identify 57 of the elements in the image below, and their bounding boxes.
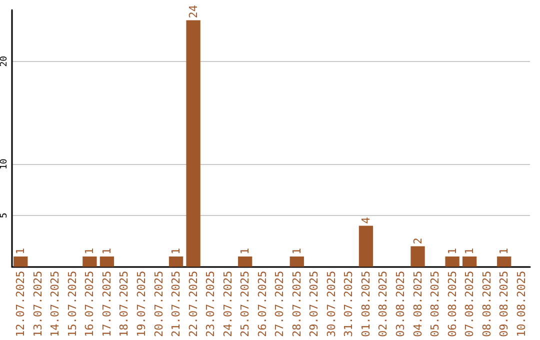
x-tick-label: 14.07.2025 (48, 270, 62, 338)
x-tick-label: 02.08.2025 (376, 270, 390, 338)
bar (14, 256, 28, 267)
data-label: 1 (83, 248, 96, 255)
x-tick-label: 29.07.2025 (308, 270, 321, 338)
x-tick-label: 31.07.2025 (342, 270, 356, 338)
bar (238, 256, 252, 267)
data-label: 24 (186, 4, 200, 18)
bar (186, 20, 200, 267)
x-tick-label: 21.07.2025 (170, 270, 183, 338)
data-label: 4 (359, 216, 372, 224)
x-tick-label: 04.08.2025 (411, 270, 424, 338)
bar (497, 256, 512, 267)
x-tick-label: 05.08.2025 (428, 270, 442, 338)
y-tick-label: 5 (0, 212, 10, 218)
x-tick-label: 01.08.2025 (359, 270, 372, 338)
x-tick-label: 08.08.2025 (480, 270, 494, 338)
x-tick-label: 12.07.2025 (14, 270, 28, 338)
x-tick-label: 30.07.2025 (324, 270, 338, 338)
x-tick-label: 17.07.2025 (100, 270, 114, 338)
data-label: 1 (100, 248, 114, 255)
bar (410, 246, 425, 267)
x-tick-label: 07.08.2025 (463, 270, 476, 338)
bar (168, 256, 184, 267)
data-label: 1 (170, 248, 183, 255)
bar (445, 256, 460, 267)
x-tick-label: 25.07.2025 (238, 270, 252, 338)
y-tick-label: 10 (0, 158, 10, 170)
x-tick-label: 23.07.2025 (204, 270, 218, 338)
x-tick-label: 16.07.2025 (83, 270, 96, 338)
data-label: 1 (446, 248, 459, 255)
x-tick-label: 09.08.2025 (498, 270, 511, 338)
x-tick-label: 06.08.2025 (446, 270, 459, 338)
x-tick-label: 27.07.2025 (273, 270, 286, 338)
bar (358, 226, 374, 267)
data-label: 2 (411, 238, 424, 244)
bar (82, 256, 97, 267)
x-tick-label: 10.08.2025 (514, 270, 528, 338)
x-tick-label: 13.07.2025 (31, 270, 44, 338)
bar (100, 256, 114, 267)
x-tick-label: 15.07.2025 (66, 270, 79, 338)
bar (462, 256, 477, 267)
data-label: 1 (14, 248, 28, 255)
x-tick-label: 19.07.2025 (135, 270, 148, 338)
y-tick-label: 20 (0, 56, 10, 67)
x-tick-label: 03.08.2025 (394, 270, 407, 338)
data-label: 1 (463, 248, 476, 255)
data-label: 1 (290, 248, 304, 255)
data-label: 1 (498, 248, 511, 255)
x-tick-label: 20.07.2025 (152, 270, 166, 338)
x-tick-label: 22.07.2025 (186, 270, 200, 338)
data-label: 1 (238, 248, 252, 255)
bar (290, 256, 304, 267)
x-tick-label: 18.07.2025 (118, 270, 131, 338)
x-tick-label: 24.07.2025 (221, 270, 234, 338)
x-tick-label: 26.07.2025 (256, 270, 269, 338)
x-tick-label: 28.07.2025 (290, 270, 304, 338)
